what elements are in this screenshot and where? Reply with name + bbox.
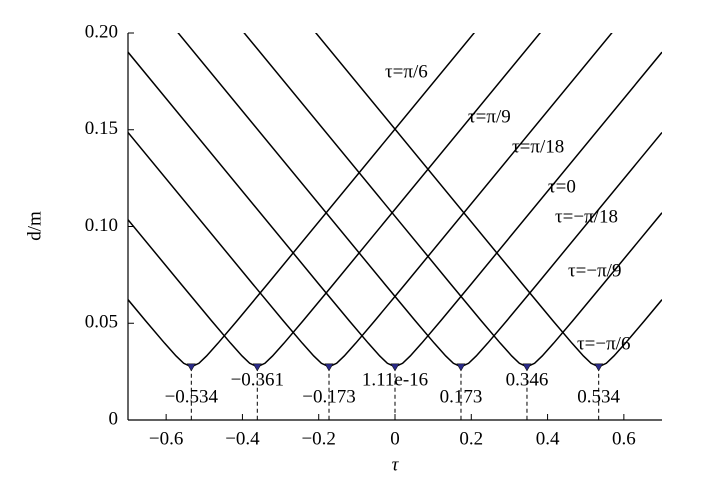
x-tick-label: 0.2 [459,428,483,449]
y-tick-label: 0.20 [85,21,118,42]
curve [128,33,476,368]
y-tick-label: 0.05 [85,312,118,333]
y-tick-label: 0.15 [85,118,118,139]
minimum-label: −0.534 [165,386,219,407]
minimum-marker [390,363,400,372]
curve-label: τ=−π/18 [555,206,618,227]
curve [128,33,542,368]
x-tick-label: 0.4 [536,428,560,449]
minimum-marker [522,363,532,372]
minimum-label: 0.173 [440,386,483,407]
curve-label: τ=π/6 [385,61,428,82]
x-tick-label: −0.2 [301,428,335,449]
x-tick-label: 0.6 [612,428,636,449]
minimum-label: 0.346 [506,369,549,390]
x-tick-label: −0.6 [149,428,183,449]
y-tick-label: 0.10 [85,215,118,236]
curve-label: τ=0 [548,176,576,197]
curve-label: τ=π/9 [468,106,511,127]
curve [314,33,662,368]
x-tick-label: 0 [390,428,400,449]
minimum-marker [186,363,196,372]
minimum-marker [324,363,334,372]
minimum-marker [252,363,262,372]
minimum-marker [456,363,466,372]
minimum-label: −0.173 [302,386,355,407]
y-tick-label: 0 [109,408,119,429]
minimum-label: 1.11e-16 [362,369,428,390]
minimum-label: −0.361 [231,369,284,390]
curve-label: τ=−π/6 [577,333,630,354]
curve-label: τ=−π/9 [568,260,621,281]
x-axis-label: τ [392,454,400,475]
minimum-marker [594,363,604,372]
y-axis-label: d/m [24,211,45,241]
minimum-label: 0.534 [577,386,620,407]
curve-label: τ=π/18 [512,136,564,157]
x-tick-label: −0.4 [225,428,260,449]
